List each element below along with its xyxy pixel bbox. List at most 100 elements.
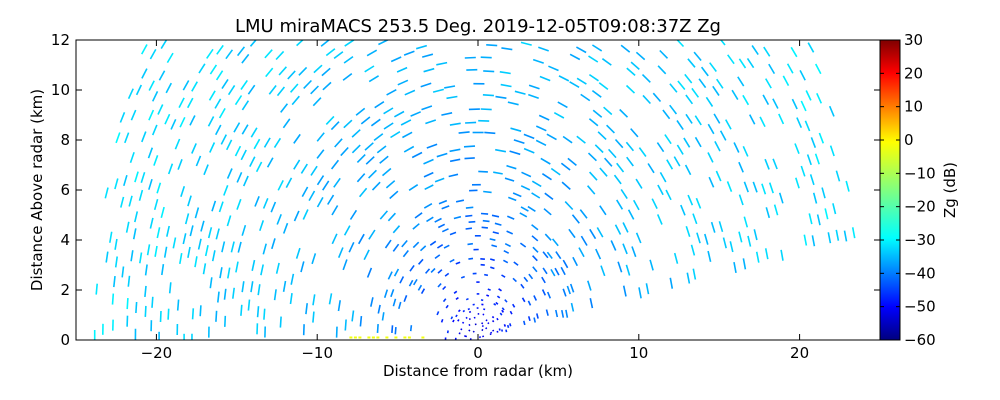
echo-gate [225,139,233,151]
echo-gate [814,153,820,165]
echo-gate [404,89,416,96]
echo-gate [589,228,597,240]
echo-gate [153,198,159,211]
echo-gate [321,67,331,77]
echo-gate [180,186,186,198]
echo-gate [151,91,159,102]
echo-gate [148,109,155,121]
echo-gate [482,94,494,97]
echo-gate [128,195,133,207]
echo-gate [221,78,229,90]
echo-gate [368,75,380,83]
echo-gate [426,143,438,149]
echo-gate [282,118,291,129]
echo-gate [356,154,366,163]
echo-gate [211,250,216,262]
echo-gate [489,238,496,241]
echo-gate [442,285,447,291]
echo-gate [482,219,490,223]
echo-gate [567,157,577,167]
echo-gate [533,295,538,301]
echo-gate [153,155,159,166]
x-tick-label: 0 [473,344,483,362]
echo-gate [151,296,154,308]
echo-gate [708,176,715,188]
echo-gate [738,161,744,173]
echo-gate [616,199,624,210]
echo-gate [249,40,257,47]
echo-gate [765,207,771,219]
echo-gate [546,251,553,259]
echo-gate [719,40,726,46]
echo-gate [320,40,331,47]
echo-gate [500,83,512,88]
echo-gate [686,272,691,284]
colorbar-ticks: 30 20 10 0 −10 −20 −30 −40 −50 −60 [880,31,936,349]
echo-gate [531,224,539,231]
echo-gate [772,158,778,170]
echo-gate [520,283,525,289]
echo-gate [620,188,628,200]
echo-gate [558,75,570,82]
echo-gate [631,246,637,258]
echo-gate [569,81,580,88]
echo-gate [807,42,815,53]
echo-gate [532,246,539,253]
echo-gate [528,273,534,280]
echo-gate [495,301,499,305]
echo-gate [148,178,153,190]
echo-gate [761,183,767,195]
echo-gate [403,145,415,153]
echo-gate [316,175,325,186]
echo-gate [322,81,332,91]
echo-gate [250,281,254,293]
echo-gate [423,171,434,178]
echo-gate [441,228,449,233]
echo-gate [712,85,720,96]
echo-gate [835,229,840,241]
echo-gate [468,220,476,223]
echo-gate [194,207,200,219]
echo-gate [410,111,422,117]
echo-gate [225,49,234,60]
echo-gate [358,187,368,198]
echo-gate [635,51,646,61]
echo-gate [208,90,216,101]
echo-gate [684,73,693,84]
echo-gate [287,70,296,80]
echo-gate [241,224,247,236]
echo-gate [156,182,162,194]
echo-gate [707,152,714,163]
echo-gate [156,227,161,239]
echo-gate [356,173,366,183]
echo-gate [564,201,574,211]
echo-gate [656,142,665,153]
echo-gate [161,263,165,276]
echo-gate [282,222,289,234]
echo-gate [527,316,531,322]
echo-gate [436,152,448,158]
echo-gate [387,212,396,222]
echo-gate [219,267,223,279]
echo-gate [349,209,358,220]
echo-gate [762,94,770,105]
echo-gate [632,199,640,211]
echo-gate [465,206,474,209]
echo-gate [249,156,256,167]
echo-gate [763,46,771,57]
echo-gate [509,310,513,315]
echo-gate [491,214,500,218]
echo-gate [330,121,340,131]
echo-gate [293,159,301,170]
echo-gate [561,309,565,318]
echo-gate [676,120,684,131]
echo-gate [423,203,433,209]
echo-gate [119,112,126,123]
echo-gate [134,211,139,223]
echo-gate [187,195,192,207]
echo-gate [176,299,180,311]
echo-gate [383,107,394,115]
echo-gate [676,40,685,48]
echo-gate [506,324,510,329]
echo-gate [550,269,556,277]
